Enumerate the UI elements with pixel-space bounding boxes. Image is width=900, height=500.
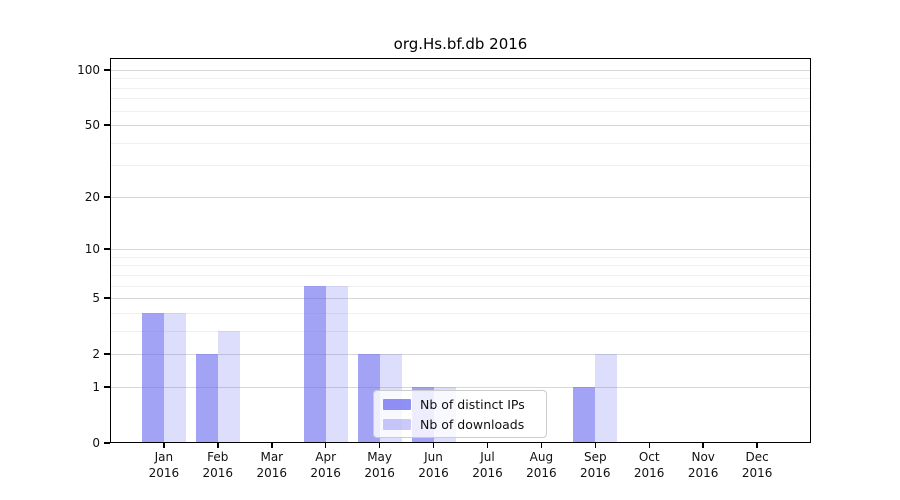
y-axis-tick-label: 100: [77, 62, 100, 77]
x-axis-tick-mark: [217, 443, 219, 448]
bar-distinct-ips-apr: [303, 285, 326, 443]
major-gridline: [110, 196, 811, 198]
x-axis-tick-mark: [648, 443, 650, 448]
y-axis-tick-mark: [104, 124, 110, 126]
x-axis-tick-label: Mar 2016: [256, 450, 288, 480]
y-axis-tick-label: 50: [84, 118, 100, 133]
x-axis-tick-label: Jul 2016: [472, 450, 503, 480]
minor-gridline: [110, 274, 811, 276]
legend-item-distinct-ips: Nb of distinct IPs: [383, 396, 537, 412]
x-axis-tick-mark: [486, 443, 489, 448]
minor-gridline: [110, 98, 811, 100]
minor-gridline: [110, 265, 811, 267]
minor-gridline: [110, 78, 811, 80]
minor-gridline: [110, 312, 811, 314]
x-axis-tick-mark: [324, 443, 327, 448]
y-axis-tick-mark: [104, 442, 110, 444]
bar-distinct-ips-jan: [141, 312, 164, 443]
y-axis-tick-label: 2: [92, 347, 100, 362]
x-axis-tick-label: Sep 2016: [580, 450, 611, 480]
major-gridline: [110, 69, 811, 71]
y-axis-tick-label: 10: [84, 242, 100, 257]
y-axis-tick-label: 20: [84, 189, 100, 204]
bar-distinct-ips-sep: [573, 387, 596, 443]
minor-gridline: [110, 87, 811, 89]
y-axis-tick-mark: [104, 248, 110, 250]
minor-gridline: [110, 165, 811, 167]
x-axis-tick-label: Dec 2016: [741, 450, 773, 480]
y-axis-tick-mark: [104, 353, 110, 355]
bar-distinct-ips-feb: [195, 354, 218, 443]
bar-downloads-feb: [217, 330, 240, 443]
chart-title: org.Hs.bf.db 2016: [393, 35, 528, 53]
legend: Nb of distinct IPs Nb of downloads: [373, 390, 547, 438]
x-axis-tick-label: Nov 2016: [687, 450, 719, 480]
x-axis-tick-label: May 2016: [364, 450, 395, 480]
plot-area: [110, 58, 811, 443]
x-axis-tick-mark: [432, 443, 435, 448]
y-axis-tick-mark: [104, 386, 110, 388]
major-gridline: [110, 249, 811, 251]
bar-downloads-sep: [595, 354, 618, 443]
x-axis-tick-label: Feb 2016: [202, 450, 234, 480]
x-axis-tick-mark: [378, 443, 381, 448]
legend-swatch-downloads: [383, 418, 411, 430]
minor-gridline: [110, 285, 811, 287]
y-axis-tick-mark: [104, 196, 110, 198]
x-axis-tick-label: Apr 2016: [310, 450, 341, 480]
minor-gridline: [110, 110, 811, 112]
major-gridline: [110, 387, 811, 388]
major-gridline: [110, 125, 811, 127]
y-axis-tick-mark: [104, 69, 110, 71]
x-axis-tick-mark: [594, 443, 597, 448]
x-axis-tick-mark: [540, 443, 543, 448]
x-axis-tick-mark: [271, 443, 273, 448]
bar-downloads-jan: [163, 312, 186, 443]
bar-downloads-apr: [325, 285, 348, 443]
x-axis-tick-label: Aug 2016: [526, 450, 557, 480]
legend-swatch-distinct-ips: [383, 398, 411, 410]
y-axis-tick-label: 5: [92, 291, 100, 306]
major-gridline: [110, 298, 811, 300]
legend-label-distinct-ips: Nb of distinct IPs: [420, 396, 525, 412]
legend-item-downloads: Nb of downloads: [383, 416, 537, 432]
x-axis-tick-label: Jan 2016: [148, 450, 180, 480]
major-gridline: [110, 354, 811, 356]
minor-gridline: [110, 256, 811, 258]
x-axis-tick-mark: [756, 443, 758, 448]
x-axis-tick-mark: [163, 443, 165, 448]
y-axis-tick-mark: [104, 297, 110, 299]
legend-label-downloads: Nb of downloads: [420, 416, 525, 432]
y-axis-tick-label: 1: [92, 380, 100, 394]
y-axis-tick-label: 0: [92, 436, 100, 450]
minor-gridline: [110, 142, 811, 144]
x-axis-tick-mark: [702, 443, 704, 448]
x-axis-tick-label: Jun 2016: [418, 450, 449, 480]
x-axis-tick-label: Oct 2016: [633, 450, 665, 480]
minor-gridline: [110, 330, 811, 332]
